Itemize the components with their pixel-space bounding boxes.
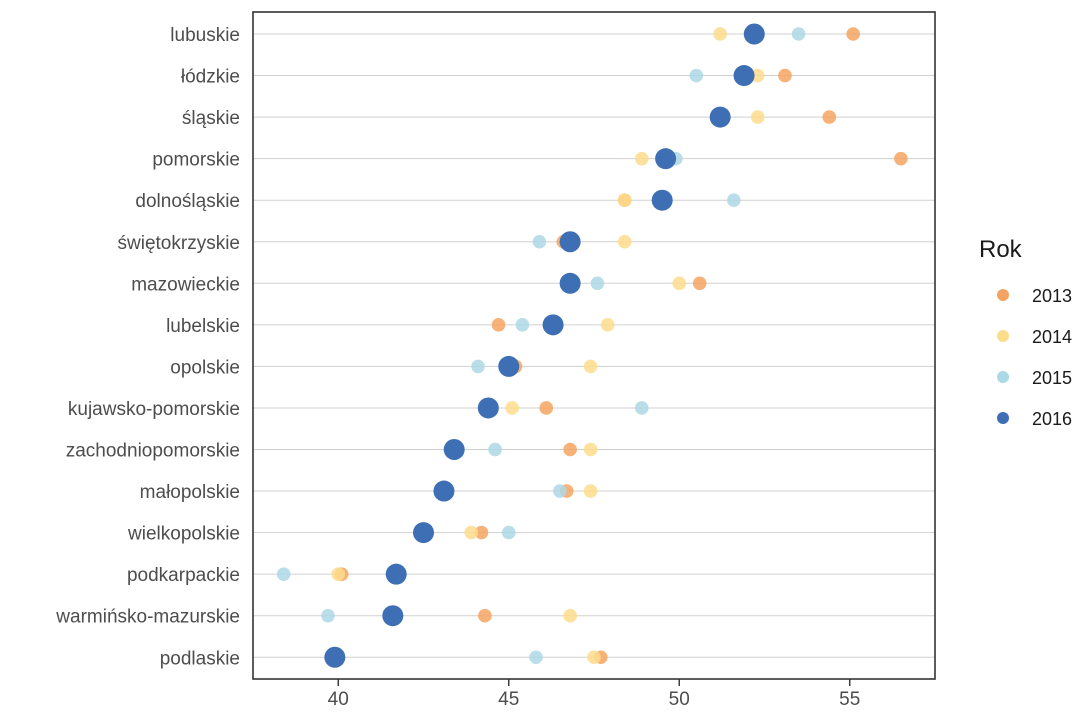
point-2014 <box>583 484 598 498</box>
grid-lines <box>253 33 935 658</box>
point-2014 <box>617 193 632 207</box>
x-axis-ticks: 40 45 50 55 <box>328 679 860 710</box>
category-label: świętokrzyskie <box>118 233 240 254</box>
point-2016 <box>709 106 731 128</box>
legend-key-2016 <box>997 412 1009 424</box>
point-2016 <box>743 23 765 45</box>
category-label: śląskie <box>182 108 240 129</box>
point-2014 <box>587 650 601 665</box>
point-2015 <box>791 27 806 41</box>
point-2016 <box>655 148 677 170</box>
point-2014 <box>583 359 598 374</box>
point-2013 <box>894 151 908 166</box>
category-label: podlaskie <box>160 648 240 669</box>
legend-label: 2016 <box>1032 409 1072 429</box>
point-2015 <box>488 442 502 457</box>
x-tick-label: 50 <box>669 689 690 710</box>
point-2016 <box>443 439 465 460</box>
category-label: zachodniopomorskie <box>66 441 240 462</box>
point-2016 <box>498 355 520 377</box>
point-2016 <box>559 231 581 253</box>
point-2013 <box>778 68 792 83</box>
point-2015 <box>515 318 530 332</box>
legend-key-2014 <box>997 330 1009 342</box>
point-2013 <box>539 401 554 415</box>
point-2016 <box>433 480 455 502</box>
category-label: pomorskie <box>152 150 240 171</box>
point-2014 <box>750 68 765 83</box>
point-2014 <box>617 234 632 249</box>
point-2014 <box>672 276 687 291</box>
point-2014 <box>583 442 598 457</box>
point-2014 <box>505 401 519 415</box>
point-2016 <box>324 646 346 668</box>
data-points <box>276 23 908 668</box>
category-label: łódzkie <box>181 67 240 88</box>
point-2015 <box>553 484 567 498</box>
category-label: lubelskie <box>166 316 240 337</box>
point-2015 <box>689 68 704 83</box>
legend-label: 2014 <box>1032 327 1072 347</box>
point-2013 <box>692 276 707 291</box>
category-label: kujawsko-pomorskie <box>68 399 240 420</box>
point-2015 <box>532 234 547 249</box>
point-2014 <box>331 567 346 581</box>
point-2014 <box>464 525 479 540</box>
point-2015 <box>471 359 485 374</box>
point-2016 <box>542 314 564 336</box>
point-2016 <box>733 65 755 87</box>
category-label: dolnośląskie <box>135 191 240 212</box>
point-2015 <box>276 567 291 581</box>
point-2016 <box>385 563 407 585</box>
point-2015 <box>529 650 543 665</box>
point-2016 <box>382 605 404 627</box>
legend-label: 2015 <box>1032 368 1072 388</box>
point-2014 <box>750 110 765 124</box>
point-2013 <box>474 525 489 540</box>
point-2015 <box>321 608 335 623</box>
category-label: podkarpackie <box>127 565 240 586</box>
point-2013 <box>846 27 860 41</box>
category-label: warmińsko-mazurskie <box>55 607 240 628</box>
point-2013 <box>491 318 506 332</box>
point-2016 <box>651 189 673 211</box>
point-2014 <box>563 608 577 623</box>
legend-title: Rok <box>979 236 1023 263</box>
x-tick-label: 55 <box>839 689 860 710</box>
point-2014 <box>713 27 727 41</box>
point-2016 <box>559 272 581 294</box>
category-label: wielkopolskie <box>127 524 240 545</box>
x-tick-label: 40 <box>328 689 349 710</box>
legend-key-2015 <box>997 371 1009 383</box>
point-2013 <box>478 608 492 623</box>
legend: Rok 2013 2014 2015 2016 <box>979 236 1072 429</box>
point-2014 <box>600 318 615 332</box>
category-labels: lubuskie łódzkie śląskie pomorskie dolnośląs… <box>55 25 240 669</box>
category-label: lubuskie <box>170 25 240 46</box>
point-2015 <box>590 276 605 291</box>
legend-key-2013 <box>997 289 1009 301</box>
legend-label: 2013 <box>1032 286 1072 306</box>
point-2016 <box>477 397 499 419</box>
category-label: małopolskie <box>140 482 240 503</box>
point-2013 <box>563 442 577 457</box>
point-2014 <box>634 151 649 166</box>
point-2015 <box>634 401 649 415</box>
point-2016 <box>413 522 434 544</box>
point-2013 <box>822 110 837 124</box>
category-label: opolskie <box>170 357 240 378</box>
point-2015 <box>727 193 741 207</box>
x-tick-label: 45 <box>498 689 519 710</box>
category-label: mazowieckie <box>131 274 240 295</box>
plot-frame <box>252 11 936 680</box>
point-2015 <box>501 525 516 540</box>
